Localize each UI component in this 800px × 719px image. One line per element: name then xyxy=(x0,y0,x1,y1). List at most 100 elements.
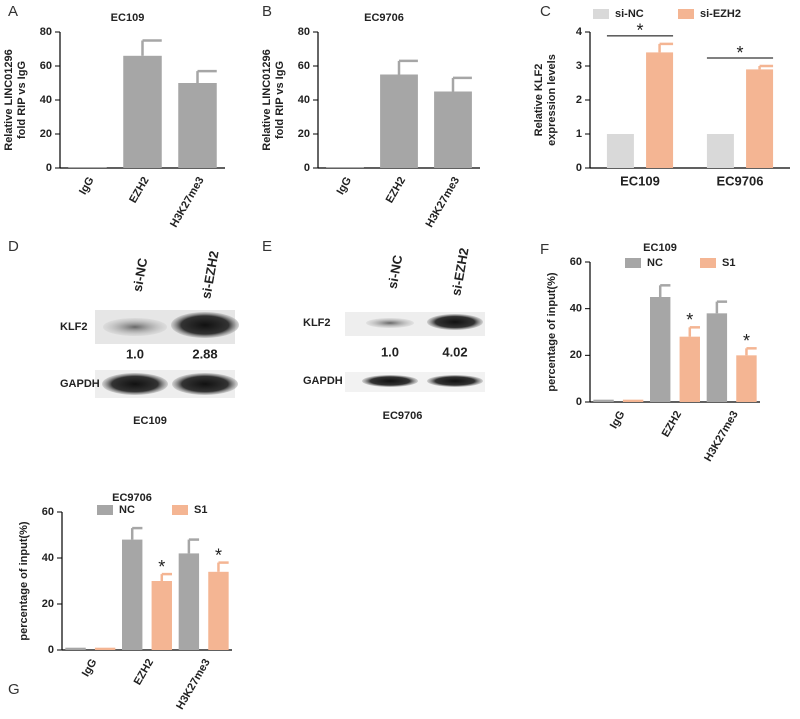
y-tick-label: 40 xyxy=(298,94,310,106)
bar xyxy=(679,336,700,402)
y-tick-label: 60 xyxy=(298,60,310,72)
blot-band xyxy=(171,312,239,338)
bar xyxy=(178,553,200,650)
legend-label: S1 xyxy=(194,504,207,516)
blot-band xyxy=(427,314,483,330)
panel-label: C xyxy=(540,3,551,20)
x-tick-label: H3K27me3 xyxy=(702,409,741,464)
y-tick-label: 2 xyxy=(576,94,582,106)
bar xyxy=(746,69,774,168)
panel-label: G xyxy=(8,681,20,698)
annotation: * xyxy=(158,557,165,577)
band-label: GAPDH xyxy=(60,378,100,390)
bar xyxy=(706,313,728,402)
y-tick-label: 40 xyxy=(42,552,54,564)
y-axis-label: Relative LINC01296 xyxy=(3,49,15,151)
y-tick-label: 80 xyxy=(298,26,310,38)
bar xyxy=(646,52,674,168)
legend-label: S1 xyxy=(722,257,735,269)
bar xyxy=(434,91,472,168)
y-axis-label: Relative KLF2 xyxy=(533,64,545,137)
y-axis-label: fold RIP vs IgG xyxy=(274,61,286,139)
ratio: 1.0 xyxy=(381,344,399,359)
legend-swatch xyxy=(593,9,609,19)
y-tick-label: 60 xyxy=(570,256,582,268)
panel-label: B xyxy=(262,3,272,20)
y-axis-label: percentage of input(%) xyxy=(18,521,30,641)
y-axis-label: expression levels xyxy=(546,54,558,146)
y-tick-label: 40 xyxy=(40,94,52,106)
y-tick-label: 0 xyxy=(576,396,582,408)
blot-band xyxy=(103,318,167,336)
bar xyxy=(65,647,86,650)
y-tick-label: 20 xyxy=(42,598,54,610)
column-label: si-EZH2 xyxy=(448,247,471,297)
panel-label: A xyxy=(8,3,18,20)
x-tick-label: IgG xyxy=(77,175,97,197)
band-label: GAPDH xyxy=(303,375,343,387)
legend-label: si-NC xyxy=(615,8,644,20)
panel-label: D xyxy=(8,238,19,255)
y-tick-label: 1 xyxy=(576,128,582,140)
bar xyxy=(706,134,734,168)
annotation: * xyxy=(686,310,693,330)
bar xyxy=(622,399,644,402)
blot-band xyxy=(427,375,483,387)
y-tick-label: 0 xyxy=(304,162,310,174)
y-tick-label: 20 xyxy=(570,349,582,361)
x-tick-label: EZH2 xyxy=(660,409,684,439)
y-tick-label: 4 xyxy=(576,26,583,38)
y-tick-label: 80 xyxy=(40,26,52,38)
bar xyxy=(68,167,107,168)
y-tick-label: 40 xyxy=(570,303,582,315)
y-axis-label: fold RIP vs IgG xyxy=(16,61,28,139)
blot-band xyxy=(102,373,168,395)
bar xyxy=(650,297,671,402)
caption: EC9706 xyxy=(383,410,423,422)
column-label: si-NC xyxy=(130,256,151,293)
bar xyxy=(593,399,614,402)
legend-label: si-EZH2 xyxy=(700,8,741,20)
y-tick-label: 20 xyxy=(298,128,310,140)
legend-swatch xyxy=(172,505,188,515)
legend-swatch xyxy=(700,258,716,268)
y-tick-label: 60 xyxy=(42,506,54,518)
blot-band xyxy=(366,318,414,328)
legend-swatch xyxy=(678,9,694,19)
y-axis-label: Relative LINC01296 xyxy=(261,49,273,151)
ratio: 4.02 xyxy=(442,344,467,359)
chart-title: EC109 xyxy=(111,12,145,24)
panel-label: E xyxy=(262,238,272,255)
legend-label: NC xyxy=(119,504,135,516)
caption: EC109 xyxy=(133,415,167,427)
column-label: si-EZH2 xyxy=(198,250,221,300)
column-label: si-NC xyxy=(385,253,406,290)
y-tick-label: 0 xyxy=(46,162,52,174)
x-tick-label: EC9706 xyxy=(717,173,764,188)
bar xyxy=(208,571,229,650)
x-tick-label: EZH2 xyxy=(132,657,156,687)
annotation: * xyxy=(215,545,222,565)
annotation: * xyxy=(743,331,750,351)
bar xyxy=(123,55,162,168)
ratio: 2.88 xyxy=(192,346,217,361)
x-tick-label: IgG xyxy=(335,175,355,197)
ratio: 1.0 xyxy=(126,346,144,361)
x-tick-label: IgG xyxy=(608,409,628,431)
y-tick-label: 0 xyxy=(48,644,54,656)
x-tick-label: EZH2 xyxy=(384,175,408,205)
x-tick-label: EZH2 xyxy=(127,175,151,205)
x-tick-label: H3K27me3 xyxy=(168,175,207,230)
chart-title: EC9706 xyxy=(112,492,152,504)
y-tick-label: 0 xyxy=(576,162,582,174)
y-axis-label: percentage of input(%) xyxy=(546,272,558,392)
y-tick-label: 60 xyxy=(40,60,52,72)
band-label: KLF2 xyxy=(303,317,331,329)
bar xyxy=(122,539,143,650)
y-tick-label: 20 xyxy=(40,128,52,140)
annotation: * xyxy=(736,43,743,63)
x-tick-label: IgG xyxy=(80,657,100,679)
legend-swatch xyxy=(97,505,113,515)
y-tick-label: 3 xyxy=(576,60,582,72)
